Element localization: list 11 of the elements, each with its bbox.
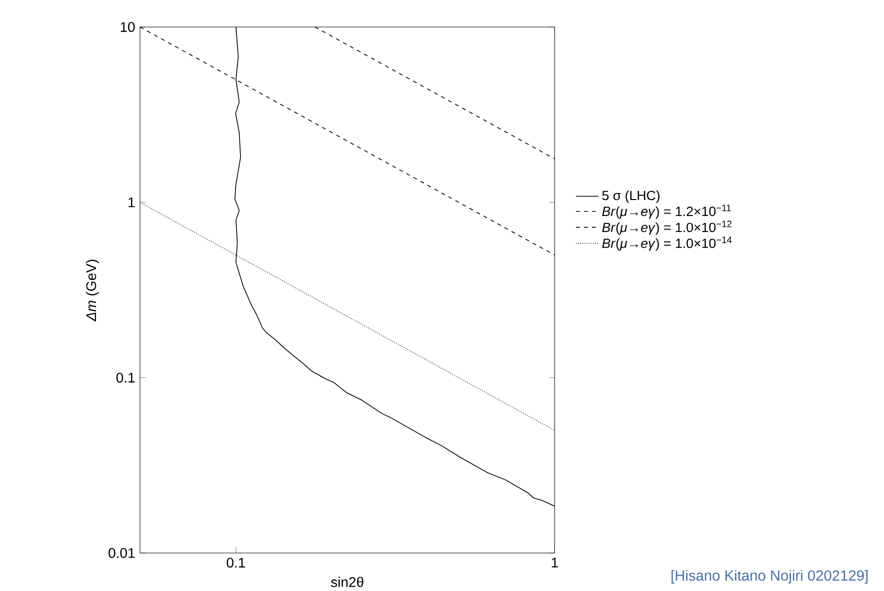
x-axis-title: sin2θ <box>331 576 364 588</box>
y-tick-label: 1 <box>128 198 135 208</box>
legend-label: Br(μ→eγ) = 1.0×10$^{−12}$ <box>602 220 732 235</box>
legend-label: 5 σ (LHC) <box>602 190 660 203</box>
legend-label: Br(μ→eγ) = 1.2×10$^{−11}$ <box>602 204 731 219</box>
y-axis-title: Δm (GeV) <box>86 260 99 322</box>
legend-label: Br(μ→eγ) = 1.0×10$^{−14}$ <box>602 236 732 251</box>
text: [Hisano Kitano Nojiri 0202129] <box>672 570 868 584</box>
y-tick-label: 0.1 <box>116 372 135 383</box>
y-tick-label: 10 <box>120 22 135 32</box>
y-tick-label: 0.01 <box>108 548 135 558</box>
